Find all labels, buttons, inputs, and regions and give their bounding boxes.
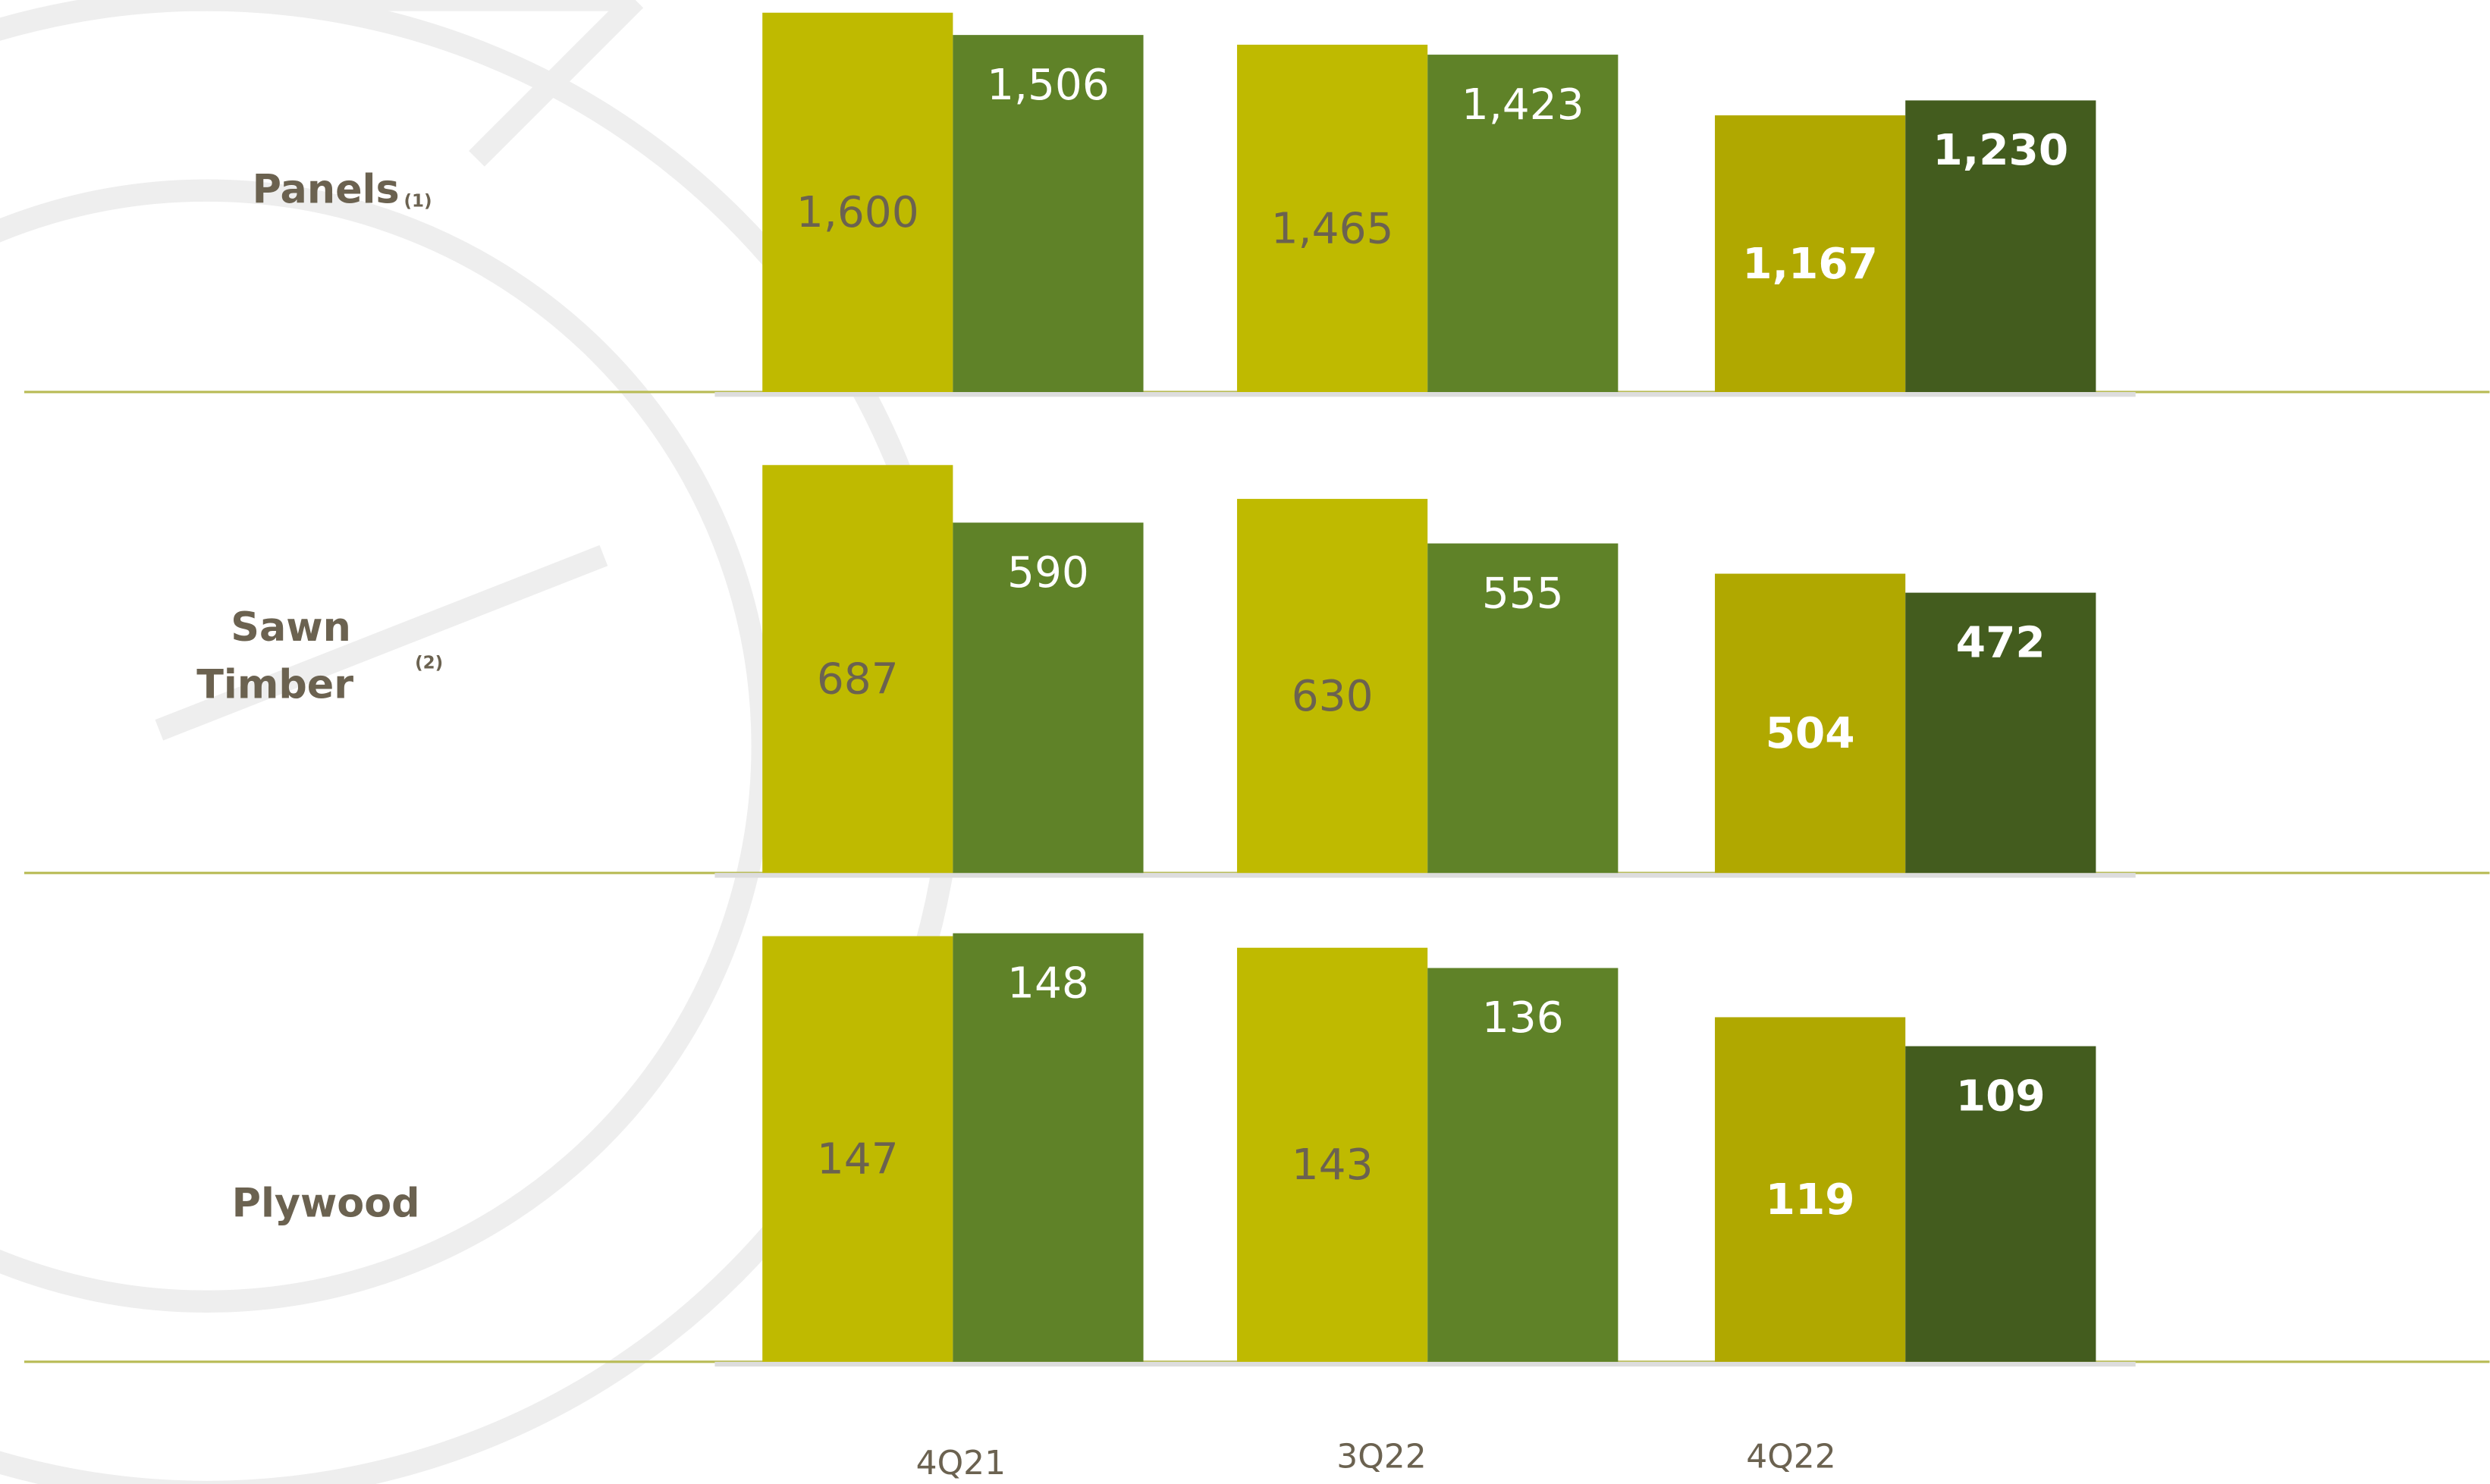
bar — [953, 35, 1144, 392]
row-label: Panels — [253, 166, 400, 212]
value-label: 1,465 — [1271, 204, 1394, 253]
x-tick-label: 3Q22 — [1336, 1438, 1426, 1476]
value-label: 1,230 — [1933, 126, 2068, 175]
value-label: 1,423 — [1462, 80, 1584, 130]
value-label: 504 — [1766, 709, 1855, 758]
row-label: Sawn Timber — [196, 604, 353, 707]
bar — [1905, 100, 2096, 392]
bar — [1427, 968, 1619, 1362]
value-label: 687 — [817, 655, 899, 704]
value-label: 109 — [1956, 1071, 2046, 1121]
bar — [1715, 1017, 1906, 1362]
bar — [1237, 947, 1428, 1362]
value-label: 143 — [1292, 1140, 1374, 1190]
bar — [762, 12, 953, 392]
value-label: 148 — [1007, 958, 1089, 1008]
bar — [1905, 592, 2096, 874]
x-tick-label: 4Q22 — [1746, 1438, 1835, 1476]
bar — [953, 522, 1144, 874]
bar — [1427, 55, 1619, 392]
value-label: 555 — [1482, 569, 1564, 618]
bar — [1237, 44, 1428, 392]
bar — [953, 933, 1144, 1362]
value-label: 147 — [817, 1135, 899, 1184]
value-label: 1,600 — [796, 188, 919, 237]
bar — [1715, 115, 1906, 392]
value-label: 630 — [1292, 672, 1374, 721]
bar — [1237, 498, 1428, 874]
footnote: (2) — [415, 653, 443, 673]
value-label: 1,167 — [1742, 240, 1878, 289]
value-label: 590 — [1007, 548, 1089, 598]
bar — [1905, 1046, 2096, 1362]
value-label: 119 — [1766, 1175, 1855, 1225]
bar — [1427, 543, 1619, 874]
value-label: 1,506 — [987, 61, 1110, 110]
bar — [1715, 573, 1906, 874]
bar — [762, 465, 953, 874]
value-label: 472 — [1956, 618, 2046, 667]
footnote: (1) — [403, 191, 432, 211]
value-label: 136 — [1482, 993, 1564, 1043]
bar — [762, 936, 953, 1362]
x-tick-label: 4Q21 — [916, 1444, 1006, 1482]
row-label: Plywood — [232, 1181, 420, 1227]
